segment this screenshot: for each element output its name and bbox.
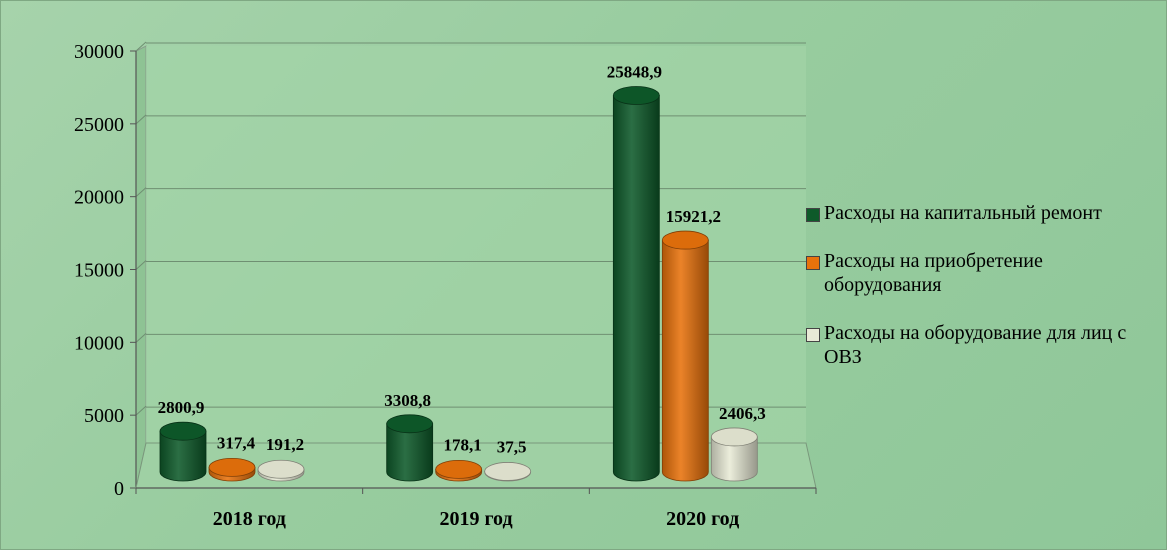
bar: [435, 460, 483, 482]
x-category-label: 2018 год: [213, 508, 286, 530]
data-label: 25848,9: [607, 62, 662, 81]
legend: Расходы на капитальный ремонт Расходы на …: [804, 201, 1164, 393]
legend-item: Расходы на оборудование для лиц с ОВЗ: [804, 321, 1164, 369]
data-label: 317,4: [217, 433, 256, 452]
legend-swatch: [806, 328, 820, 342]
legend-item: Расходы на капитальный ремонт: [804, 201, 1164, 225]
legend-swatch: [806, 208, 820, 222]
legend-item: Расходы на приобретение оборудования: [804, 249, 1164, 297]
bar: [159, 421, 207, 482]
y-tick-label: 25000: [74, 114, 124, 136]
bar: [612, 86, 660, 482]
y-tick-label: 0: [114, 478, 124, 500]
legend-swatch: [806, 256, 820, 270]
data-label: 178,1: [444, 435, 482, 454]
bar: [661, 230, 709, 482]
data-label: 37,5: [497, 437, 527, 456]
data-label: 191,2: [266, 435, 304, 454]
legend-label: Расходы на капитальный ремонт: [824, 202, 1102, 224]
gridline-side: [135, 405, 147, 416]
y-tick-label: 10000: [74, 332, 124, 354]
legend-label: Расходы на оборудование для лиц с ОВЗ: [824, 322, 1127, 368]
bar: [257, 459, 305, 482]
gridline-side: [135, 260, 147, 270]
gridline-side: [135, 41, 147, 52]
gridline-side: [135, 332, 147, 343]
data-label: 15921,2: [666, 207, 721, 226]
side-wall: [135, 45, 147, 489]
bar: [484, 462, 532, 482]
gridline-side: [135, 187, 147, 198]
bar: [710, 427, 758, 482]
data-label: 3308,8: [384, 391, 431, 410]
bar: [208, 457, 256, 482]
gridline-side: [135, 114, 147, 125]
y-tick-label: 15000: [74, 260, 124, 282]
bar: [386, 414, 434, 482]
y-tick-label: 30000: [74, 41, 124, 63]
y-tick-label: 20000: [74, 187, 124, 209]
data-label: 2406,3: [719, 404, 766, 423]
data-label: 2800,9: [158, 398, 205, 417]
y-tick-label: 5000: [84, 405, 124, 427]
legend-label: Расходы на приобретение оборудования: [824, 250, 1043, 296]
x-category-label: 2019 год: [439, 508, 512, 530]
x-category-label: 2020 год: [666, 508, 739, 530]
